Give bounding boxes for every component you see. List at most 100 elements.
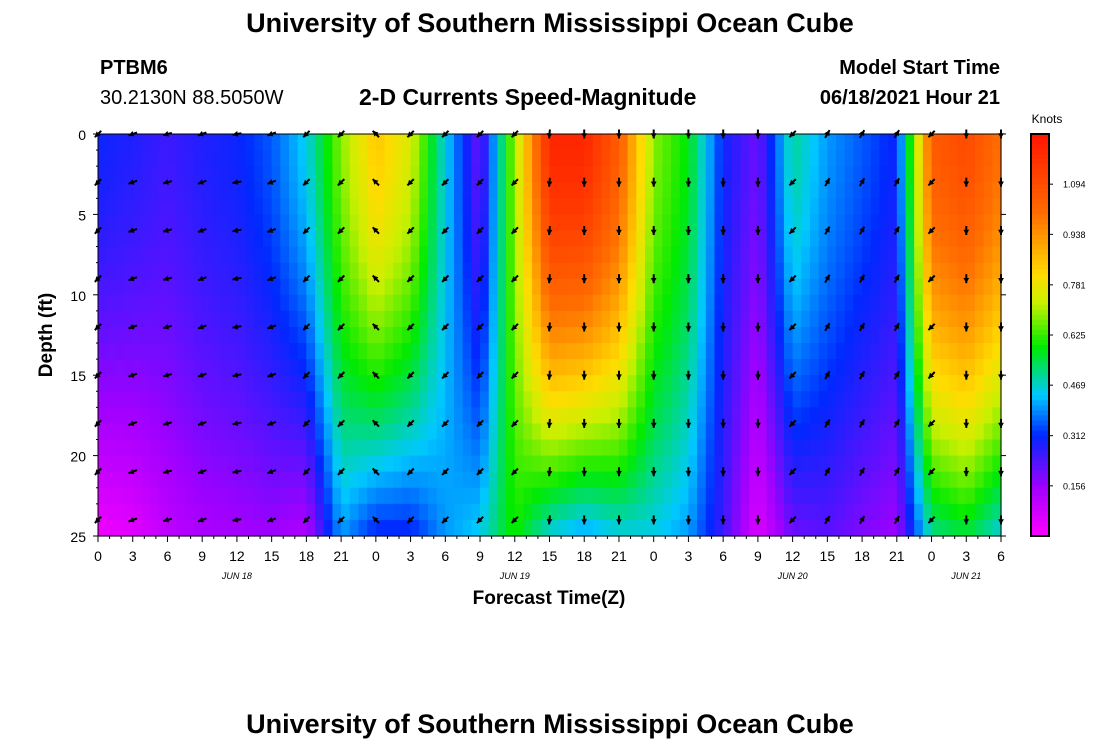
heatmap-cell [896,343,907,360]
heatmap-cell [723,326,733,344]
heatmap-cell [549,294,559,312]
heatmap-cell [323,439,334,457]
colorbar-segment [1031,144,1049,150]
heatmap-cell [349,310,360,328]
heatmap-cell [688,214,698,232]
heatmap-cell [401,407,412,425]
heatmap-cell [688,439,698,457]
heatmap-cell [236,166,247,183]
heatmap-cell [853,150,863,167]
heatmap-cell [610,310,620,328]
heatmap-cell [315,487,325,505]
heatmap-cell [124,150,134,167]
heatmap-cell [740,455,750,473]
heatmap-cell [124,471,134,489]
colorbar-segment [1031,460,1049,467]
heatmap-cell [506,471,516,489]
heatmap-cell [731,310,742,328]
heatmap-cell [662,503,672,521]
current-arrow [162,275,173,282]
heatmap-cell [948,375,959,392]
heatmap-cell [983,246,993,264]
heatmap-cell [184,262,195,280]
heatmap-cell [757,214,768,232]
heatmap-cell [697,182,707,199]
heatmap-cell [245,519,255,537]
heatmap-cell [245,423,255,441]
heatmap-cell [523,407,533,425]
heatmap-cell [983,423,993,441]
heatmap-cell [836,423,846,441]
colorbar-segment [1031,259,1049,266]
heatmap-cell [280,134,290,151]
heatmap-cell [306,519,316,537]
heatmap-cell [436,343,446,360]
colorbar-segment [1031,234,1049,241]
heatmap-cell [827,166,837,183]
heatmap-cell [905,439,915,457]
heatmap-cell [532,503,542,521]
heatmap-cell [401,150,412,167]
x-tick-label: 18 [576,548,592,564]
heatmap-cell [124,375,134,392]
heatmap-cell [792,487,802,505]
heatmap-cell [879,343,889,360]
heatmap-cell [271,326,281,344]
heatmap-cell [297,471,307,489]
heatmap-cell [150,391,160,408]
heatmap-cell [688,310,698,328]
heatmap-cell [358,246,368,264]
heatmap-cell [966,278,976,296]
heatmap-cell [809,198,820,215]
heatmap-cell [540,471,551,489]
heatmap-cell [436,198,446,215]
current-arrow [720,418,726,428]
current-arrow [755,467,761,477]
heatmap-cell [358,310,368,328]
heatmap-cell [575,134,585,151]
heatmap-cell [410,294,420,312]
heatmap-cell [384,423,394,441]
heatmap-cell [462,375,472,392]
heatmap-cell [132,246,143,264]
heatmap-cell [540,214,551,232]
heatmap-cell [462,326,472,344]
heatmap-cell [618,487,629,505]
colorbar-segment [1031,134,1049,140]
heatmap-cell [827,359,837,376]
heatmap-cell [106,359,116,376]
heatmap-cell [575,198,585,215]
heatmap-cell [514,230,525,248]
heatmap-cell [453,471,464,489]
colorbar-segment [1031,445,1049,452]
heatmap-cell [540,343,551,360]
heatmap-cell [219,359,229,376]
heatmap-cell [879,262,889,280]
heatmap-cell [592,198,603,215]
heatmap-cell [341,262,351,280]
heatmap-cell [436,423,446,441]
heatmap-cell [254,407,264,425]
colorbar-segment [1031,319,1049,326]
heatmap-cell [210,310,221,328]
heatmap-cell [662,439,672,457]
heatmap-cell [592,262,603,280]
heatmap-cell [141,487,151,505]
heatmap-cell [523,150,533,167]
heatmap-cell [506,246,516,264]
heatmap-cell [280,503,290,521]
current-arrow [406,226,415,235]
heatmap-cell [480,150,490,167]
heatmap-cell [636,246,646,264]
heatmap-cell [254,391,264,408]
heatmap-cell [645,359,655,376]
heatmap-cell [731,503,742,521]
heatmap-cell [610,423,620,441]
current-arrow [858,274,866,284]
heatmap-cell [453,343,464,360]
heatmap-cell [731,150,742,167]
heatmap-cell [948,310,959,328]
heatmap-cell [506,262,516,280]
heatmap-cell [775,503,785,521]
heatmap-cell [853,471,863,489]
